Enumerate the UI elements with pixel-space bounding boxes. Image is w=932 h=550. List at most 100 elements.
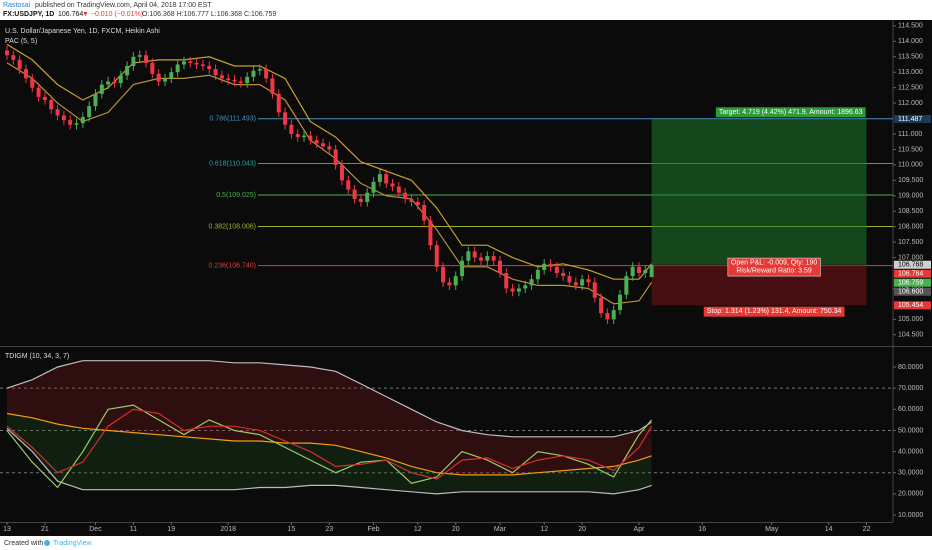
candle-body <box>573 282 578 286</box>
target-zone <box>651 118 867 265</box>
candle-body <box>516 288 521 292</box>
candle-body <box>384 174 389 184</box>
price-tag <box>894 114 931 123</box>
indicator-title: TDIGM (10, 34, 3, 7) <box>5 353 69 360</box>
fib-label: 0.786(111.493) <box>210 116 256 123</box>
candle-body <box>93 93 98 107</box>
price-tag <box>894 260 931 269</box>
candle-body <box>504 273 509 289</box>
candle-body <box>472 251 477 258</box>
candle-body <box>390 183 395 187</box>
label-box <box>715 107 866 118</box>
candle-body <box>150 62 155 74</box>
candle-body <box>548 263 553 267</box>
y-tick-label: 109.500 <box>898 177 923 184</box>
candle-body <box>333 149 338 165</box>
stop-label: Stop: 1.314 (1.23%) 131.4, Amount: 750.3… <box>707 308 842 315</box>
candle-body <box>339 164 344 181</box>
pac-line <box>6 43 653 280</box>
candle-body <box>264 69 269 79</box>
price-tag-label: 106.768 <box>898 262 923 269</box>
candle-body <box>118 75 123 84</box>
candle-body <box>219 75 224 79</box>
candle-body <box>535 269 540 280</box>
candle-body <box>415 201 420 206</box>
candle-body <box>137 55 142 57</box>
candle-body <box>5 50 9 56</box>
candle-body <box>630 266 635 277</box>
candle-body <box>567 276 572 283</box>
candle-body <box>422 205 427 221</box>
candle-body <box>106 81 111 85</box>
x-tick-label: 20 <box>578 526 586 533</box>
chart-title: U.S. Dollar/Japanese Yen, 1D, FXCM, Heik… <box>5 28 160 35</box>
footer-brand[interactable]: TradingView <box>53 540 92 547</box>
x-tick-label: 20 <box>452 526 460 533</box>
candle-body <box>226 78 231 80</box>
candle-body <box>434 245 439 267</box>
y-tick-label: 109.000 <box>898 193 923 200</box>
author[interactable]: Rastosai <box>3 2 31 9</box>
candle-body <box>491 256 496 261</box>
candle-body <box>131 56 136 67</box>
change: ▼ −0.010 (−0.01%) <box>82 11 143 18</box>
symbol: FX:USDJPY, 1D <box>3 11 54 18</box>
y-tick-label: 114.000 <box>898 38 923 45</box>
candle-body <box>358 198 363 202</box>
indicator-line <box>6 404 653 489</box>
candle-body <box>238 81 243 84</box>
candle-body <box>251 70 256 77</box>
candle-body <box>447 282 452 286</box>
candle-body <box>542 263 547 270</box>
label-box <box>703 306 845 317</box>
price-tag <box>894 287 931 296</box>
indicator-line <box>6 408 653 480</box>
candle-body <box>479 257 483 261</box>
price-tag <box>894 269 931 278</box>
y-tick-label: 114.500 <box>898 23 923 30</box>
target-label: Target: 4.719 (4.42%) 471.9, Amount: 189… <box>719 109 863 116</box>
candle-body <box>36 87 41 97</box>
candle-body <box>308 135 313 141</box>
candle-body <box>618 294 623 311</box>
candle-body <box>529 279 534 286</box>
candle-body <box>365 192 370 202</box>
candle-body <box>599 297 604 314</box>
x-tick-label: 15 <box>288 526 296 533</box>
candle-body <box>289 124 294 134</box>
candle-body <box>327 146 332 150</box>
candle-body <box>314 140 319 144</box>
candle-body <box>11 55 16 60</box>
y-tick-label: 108.500 <box>898 208 923 215</box>
candle-body <box>270 78 275 94</box>
rr-label: Risk/Reward Ratio: 3.59 <box>736 268 812 275</box>
candle-body <box>441 266 446 283</box>
x-tick-label: 12 <box>540 526 548 533</box>
candle-body <box>99 84 104 94</box>
fib-label: 0.5(109.025) <box>216 192 256 199</box>
candle-body <box>200 64 205 67</box>
x-tick-label: 22 <box>863 526 871 533</box>
y-tick-label: 107.500 <box>898 239 923 246</box>
y-tick-label: 50.0000 <box>898 427 923 434</box>
band-fill <box>7 413 652 494</box>
published: published on TradingView.com, April 04, … <box>35 2 212 9</box>
x-tick-label: Apr <box>634 526 646 533</box>
pnl-label: Open P&L: -0.009, Qty: 190 <box>731 260 817 267</box>
y-tick-label: 105.000 <box>898 316 923 323</box>
indicator-name: PAC (5, 5) <box>5 38 37 45</box>
y-tick-label: 104.500 <box>898 332 923 339</box>
candle-body <box>352 189 357 199</box>
last-price: 106.764 <box>58 11 83 18</box>
y-tick-label: 112.500 <box>898 85 923 92</box>
candle-body <box>295 133 300 138</box>
x-tick-label: 2018 <box>220 526 236 533</box>
x-tick-label: Mar <box>494 526 507 533</box>
candle-body <box>61 115 66 121</box>
y-tick-label: 30.0000 <box>898 470 923 477</box>
candle-body <box>321 143 325 147</box>
y-tick-label: 107.000 <box>898 254 923 261</box>
candle-body <box>181 61 186 65</box>
candle-body <box>169 72 174 79</box>
